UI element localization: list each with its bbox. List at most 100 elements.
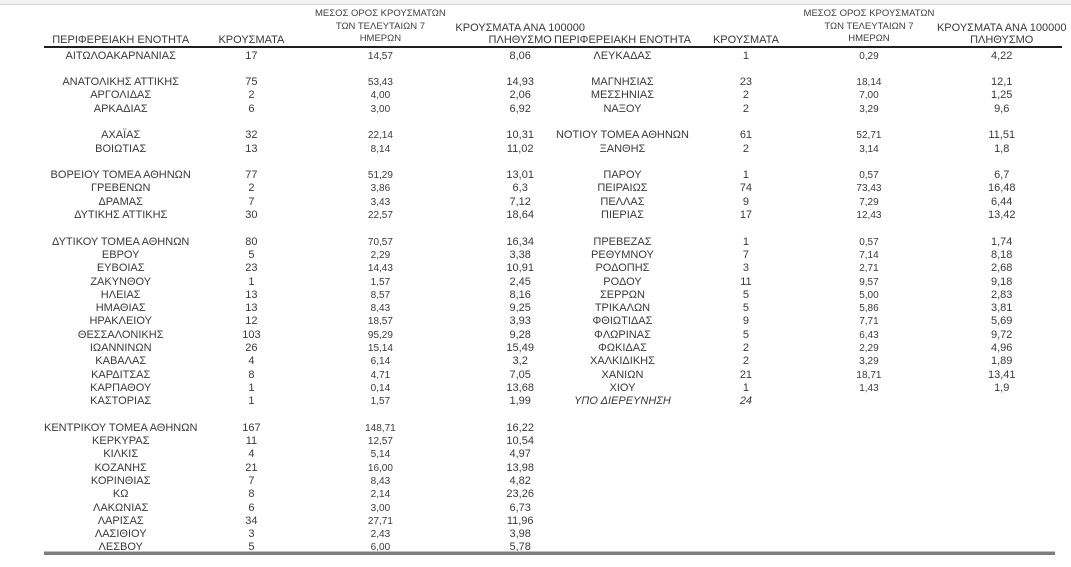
table-row: ΑΡΓΟΛΙΔΑΣ 2 4,00 2,06 (44, 89, 585, 102)
region-cell: ΡΟΔΟΠΗΣ (595, 262, 650, 275)
cases-cell (691, 156, 801, 169)
cases-cell: 103 (242, 328, 261, 341)
per100k-cell: 23,26 (506, 488, 534, 501)
col-header-per100k: ΚΡΟΥΣΜΑΤΑ ΑΝΑ 100000 ΠΛΗΘΥΣΜΟ (455, 8, 585, 50)
cases-cell: 24 (739, 395, 753, 408)
per100k-cell: 11,96 (506, 514, 534, 527)
avg7-cell: 4,00 (370, 90, 391, 102)
per100k-cell: 3,81 (991, 302, 1013, 315)
per100k-cell: 11,02 (506, 142, 534, 155)
region-cell: ΜΑΓΝΗΣΙΑΣ (591, 76, 654, 89)
per100k-cell: 3,93 (509, 315, 531, 328)
cases-cell (691, 63, 801, 76)
avg7-cell (801, 63, 937, 76)
col-header-avg7: ΜΕΣΟΣ ΟΡΟΣ ΚΡΟΥΣΜΑΤΩΝ ΤΩΝ ΤΕΛΕΥΤΑΙΩΝ 7 Η… (801, 8, 937, 50)
avg7-cell: 1,43 (859, 382, 879, 394)
table-row: ΗΛΕΙΑΣ 13 8,57 8,16 (44, 289, 585, 302)
blank-row (554, 63, 1067, 76)
per100k-cell: 9,28 (509, 328, 531, 341)
header-line: ΚΡΟΥΣΜΑΤΑ ΑΝΑ 100000 (936, 21, 1067, 34)
per100k-cell: 6,73 (509, 501, 531, 514)
table-row: ΑΡΚΑΔΙΑΣ 6 3,00 6,92 (44, 103, 585, 116)
table-row: ΚΑΒΑΛΑΣ 4 6,14 3,2 (44, 355, 585, 368)
cases-cell: 2 (742, 142, 749, 155)
cases-cell: 12 (245, 315, 258, 328)
cases-cell: 4 (248, 448, 255, 461)
avg7-cell: 1,57 (370, 276, 391, 288)
avg7-cell: 1,57 (370, 396, 391, 408)
table-row: ΑΙΤΩΛΟΑΚΑΡΝΑΝΙΑΣ 17 14,57 8,06 (44, 50, 585, 63)
avg7-cell: 52,71 (856, 130, 882, 142)
cases-cell (197, 222, 305, 235)
table-row: ΙΩΑΝΝΙΝΩΝ 26 15,14 15,49 (44, 342, 585, 355)
cases-cell: 80 (245, 235, 258, 248)
region-cell: ΑΧΑΪΑΣ (101, 129, 141, 142)
cases-cell: 23 (739, 76, 753, 89)
per100k-cell: 4,82 (509, 475, 531, 487)
blank-row (44, 222, 585, 235)
avg7-cell: 7,29 (859, 196, 879, 208)
region-cell: ΛΑΣΙΘΙΟΥ (94, 528, 147, 541)
region-cell (44, 156, 197, 169)
region-cell: ΚΑΡΔΙΤΣΑΣ (91, 368, 151, 381)
avg7-cell: 2,29 (859, 343, 879, 355)
region-cell: ΠΙΕΡΙΑΣ (601, 209, 644, 222)
region-cell: ΚΕΝΤΡΙΚΟΥ ΤΟΜΕΑ ΑΘΗΝΩΝ (44, 421, 198, 434)
cases-cell (197, 63, 305, 76)
region-cell: ΦΩΚΙΔΑΣ (598, 342, 647, 355)
cases-cell: 2 (248, 182, 255, 195)
per100k-cell: 15,49 (506, 342, 534, 355)
per100k-cell: 1,99 (509, 395, 531, 408)
region-cell (44, 116, 197, 129)
avg7-cell: 14,43 (367, 263, 393, 275)
per100k-cell (937, 116, 1067, 129)
per100k-cell: 3,38 (509, 248, 531, 261)
avg7-cell: 3,00 (370, 103, 391, 115)
region-cell (554, 156, 691, 169)
avg7-cell: 5,86 (859, 303, 879, 315)
header-line: ΗΜΕΡΩΝ (848, 33, 890, 44)
region-cell: ΦΘΙΩΤΙΔΑΣ (592, 315, 653, 328)
col-header-cases: ΚΡΟΥΣΜΑΤΑ (218, 33, 285, 46)
table-row: ΥΠΟ ΔΙΕΡΕΥΝΗΣΗ 24 (554, 395, 1067, 408)
table-row: ΒΟΡΕΙΟΥ ΤΟΜΕΑ ΑΘΗΝΩΝ 77 51,29 13,01 (44, 169, 585, 182)
region-cell: ΚΟΡΙΝΘΙΑΣ (90, 475, 151, 487)
per100k-cell: 1,25 (991, 89, 1013, 102)
table-header-row: ΠΕΡΙΦΕΡΕΙΑΚΗ ΕΝΟΤΗΤΑ ΚΡΟΥΣΜΑΤΑ ΜΕΣΟΣ ΟΡΟ… (554, 8, 1067, 50)
region-cell: ΗΜΑΘΙΑΣ (95, 302, 146, 315)
region-cell (44, 409, 197, 422)
region-cell: ΡΟΔΟΥ (603, 275, 642, 288)
cases-cell: 5 (248, 541, 255, 554)
table-row: ΚΟΖΑΝΗΣ 21 16,00 13,98 (44, 462, 585, 475)
table-row: ΗΜΑΘΙΑΣ 13 8,43 9,25 (44, 302, 585, 315)
per100k-cell: 4,97 (509, 448, 531, 461)
cases-cell: 34 (245, 514, 258, 527)
table-row: ΡΟΔΟΠΗΣ 3 2,71 2,68 (554, 262, 1067, 275)
region-cell: ΒΟΡΕΙΟΥ ΤΟΜΕΑ ΑΘΗΝΩΝ (50, 169, 191, 182)
per100k-cell: 11,51 (988, 129, 1016, 142)
per100k-cell: 10,31 (506, 129, 534, 142)
table-row: ΠΕΙΡΑΙΩΣ 74 73,43 16,48 (554, 182, 1067, 195)
table-row: ΒΟΙΩΤΙΑΣ 13 8,14 11,02 (44, 143, 585, 156)
region-cell: ΚΕΡΚΥΡΑΣ (92, 435, 150, 448)
avg7-cell (305, 116, 455, 129)
region-cell (554, 222, 691, 235)
header-line: ΠΛΗΘΥΣΜΟ (970, 33, 1034, 46)
region-cell: ΞΑΝΘΗΣ (599, 142, 646, 155)
table-row: ΠΕΛΛΑΣ 9 7,29 6,44 (554, 196, 1067, 209)
avg7-cell: 2,43 (370, 529, 391, 541)
per100k-cell: 4,22 (991, 49, 1013, 62)
cases-cell: 13 (245, 302, 258, 315)
table-row: ΚΕΡΚΥΡΑΣ 11 12,57 10,54 (44, 435, 585, 448)
cases-cell: 4 (248, 355, 255, 368)
table-row: ΕΥΒΟΙΑΣ 23 14,43 10,91 (44, 262, 585, 275)
table-row: ΛΕΣΒΟΥ 5 6,00 5,78 (44, 541, 585, 554)
cases-cell: 17 (245, 49, 258, 62)
table-row: ΤΡΙΚΑΛΩΝ 5 5,86 3,81 (554, 302, 1067, 315)
avg7-cell: 70,57 (367, 236, 393, 248)
table-row: ΔΥΤΙΚΟΥ ΤΟΜΕΑ ΑΘΗΝΩΝ 80 70,57 16,34 (44, 236, 585, 249)
table-row: ΣΕΡΡΩΝ 5 5,00 2,83 (554, 289, 1067, 302)
cases-cell: 75 (245, 76, 258, 89)
avg7-cell: 4,71 (370, 369, 391, 381)
avg7-cell: 3,86 (370, 183, 391, 195)
